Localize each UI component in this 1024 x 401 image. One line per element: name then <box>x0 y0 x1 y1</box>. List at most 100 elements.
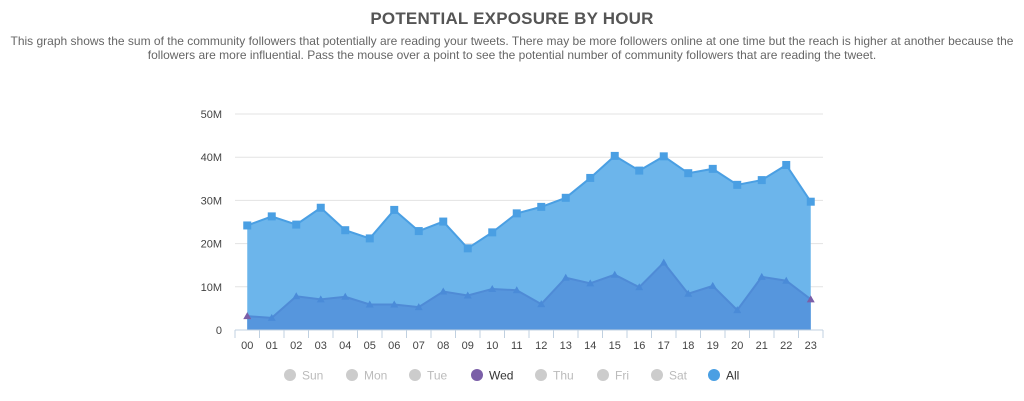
legend-marker <box>597 369 609 381</box>
point-wed[interactable] <box>659 258 668 266</box>
point-all[interactable] <box>733 180 742 189</box>
point-all[interactable] <box>267 212 276 221</box>
y-tick-label: 30M <box>201 195 222 207</box>
point-wed[interactable] <box>757 272 766 280</box>
x-tick-label: 10 <box>486 340 498 352</box>
point-all[interactable] <box>316 203 325 212</box>
point-wed[interactable] <box>610 270 619 278</box>
point-wed[interactable] <box>782 276 791 284</box>
x-axis: 00 01 02 03 04 05 06 07 08 09 10 11 12 13 14 15 16 17 18 19… <box>234 329 824 352</box>
x-tick-label: 12 <box>535 340 547 352</box>
point-all[interactable] <box>635 166 644 175</box>
y-tick-label: 40M <box>201 152 222 164</box>
chart-subtitle: This graph shows the sum of the communit… <box>10 34 1014 62</box>
y-tick-label: 20M <box>201 239 222 251</box>
x-tick-label: 11 <box>511 340 522 352</box>
legend-item-sat[interactable]: Sat <box>651 369 688 383</box>
point-wed[interactable] <box>586 279 595 287</box>
x-tick-label: 07 <box>413 340 425 352</box>
point-wed[interactable] <box>537 300 546 308</box>
series-line-wed <box>247 261 812 319</box>
point-wed[interactable] <box>463 291 472 299</box>
point-all[interactable] <box>684 169 693 178</box>
legend-label: Sat <box>669 369 688 383</box>
x-tick-label: 18 <box>682 340 694 352</box>
legend-item-mon[interactable]: Mon <box>346 369 387 383</box>
point-all[interactable] <box>341 226 350 235</box>
point-wed[interactable] <box>561 273 570 281</box>
legend-label: Sun <box>302 369 323 383</box>
series-area-wed <box>247 262 811 330</box>
legend-item-wed[interactable]: Wed <box>471 369 513 383</box>
legend-marker <box>535 369 547 381</box>
x-tick-label: 22 <box>780 340 792 352</box>
x-tick-label: 03 <box>315 340 327 352</box>
legend-label: Fri <box>615 369 629 383</box>
legend-label: Tue <box>427 369 448 383</box>
legend-item-all[interactable]: All <box>708 369 739 383</box>
point-all[interactable] <box>463 244 472 253</box>
point-all[interactable] <box>561 193 570 202</box>
legend-marker <box>346 369 358 381</box>
point-wed[interactable] <box>733 306 742 314</box>
point-all[interactable] <box>708 164 717 173</box>
point-all[interactable] <box>365 234 374 243</box>
point-wed[interactable] <box>243 312 252 320</box>
point-wed[interactable] <box>806 295 815 303</box>
y-tick-label: 50M <box>201 109 222 121</box>
x-tick-label: 09 <box>462 340 474 352</box>
legend-item-fri[interactable]: Fri <box>597 369 629 383</box>
x-tick-label: 15 <box>609 340 621 352</box>
point-all[interactable] <box>243 221 252 230</box>
legend-marker <box>708 369 720 381</box>
point-wed[interactable] <box>316 295 325 303</box>
point-all[interactable] <box>512 209 521 218</box>
legend-item-thu[interactable]: Thu <box>535 369 574 383</box>
point-all[interactable] <box>537 202 546 211</box>
x-tick-label: 08 <box>437 340 449 352</box>
x-tick-label: 21 <box>756 340 768 352</box>
legend-marker <box>284 369 296 381</box>
point-wed[interactable] <box>512 286 521 294</box>
series-markers[interactable] <box>243 151 815 321</box>
point-wed[interactable] <box>414 303 423 311</box>
point-all[interactable] <box>488 228 497 237</box>
x-tick-label: 14 <box>584 340 596 352</box>
chart-title: POTENTIAL EXPOSURE BY HOUR <box>370 9 654 28</box>
point-all[interactable] <box>659 152 668 161</box>
point-all[interactable] <box>390 205 399 214</box>
point-wed[interactable] <box>292 292 301 300</box>
y-tick-label: 10M <box>201 282 222 294</box>
x-tick-label: 23 <box>805 340 817 352</box>
point-wed[interactable] <box>365 300 374 308</box>
legend-label: Wed <box>489 369 513 383</box>
point-wed[interactable] <box>684 289 693 297</box>
point-all[interactable] <box>757 176 766 185</box>
legend-marker <box>409 369 421 381</box>
point-wed[interactable] <box>267 313 276 321</box>
point-wed[interactable] <box>635 283 644 291</box>
point-wed[interactable] <box>708 281 717 289</box>
point-wed[interactable] <box>390 300 399 308</box>
series-areas <box>246 154 812 330</box>
point-wed[interactable] <box>488 284 497 292</box>
x-tick-label: 19 <box>707 340 719 352</box>
point-wed[interactable] <box>341 292 350 300</box>
point-all[interactable] <box>292 220 301 229</box>
x-tick-label: 02 <box>290 340 302 352</box>
point-all[interactable] <box>439 217 448 226</box>
legend-item-sun[interactable]: Sun <box>284 369 323 383</box>
point-wed[interactable] <box>439 287 448 295</box>
point-all[interactable] <box>414 227 423 236</box>
point-all[interactable] <box>782 160 791 169</box>
legend-label: Mon <box>364 369 387 383</box>
point-all[interactable] <box>586 173 595 182</box>
point-all[interactable] <box>806 197 815 206</box>
point-all[interactable] <box>610 151 619 160</box>
legend-marker <box>651 369 663 381</box>
x-tick-label: 06 <box>388 340 400 352</box>
chart-legend[interactable]: Sun Mon Tue Wed Thu Fri Sat All <box>284 369 739 383</box>
legend-item-tue[interactable]: Tue <box>409 369 448 383</box>
y-axis: 0 10M 20M 30M 40M 50M <box>201 109 222 337</box>
